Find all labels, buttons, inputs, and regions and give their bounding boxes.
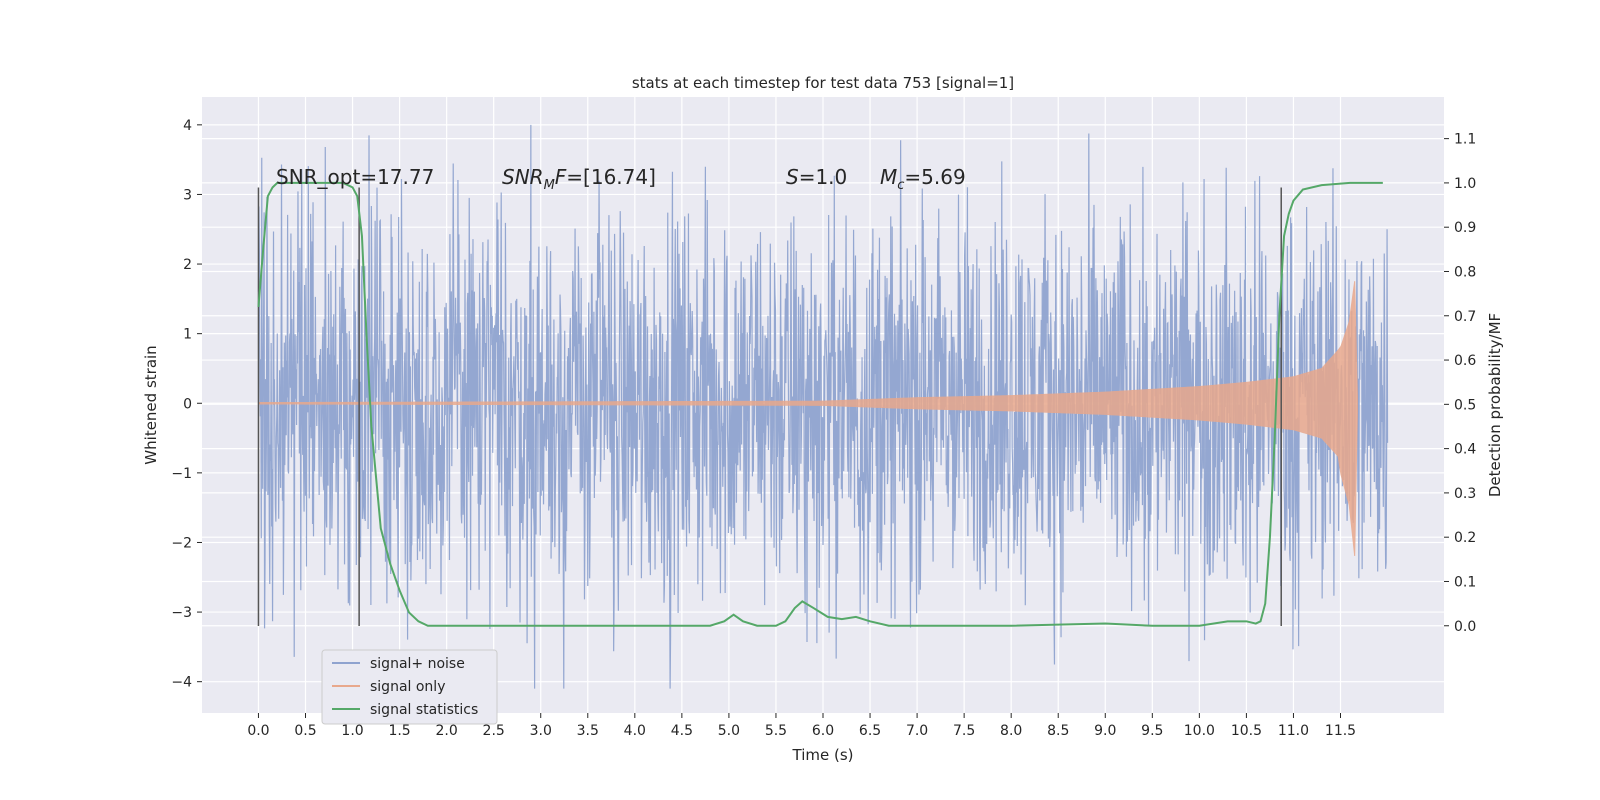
x-tick-label-6: 3.0 <box>530 723 552 739</box>
y-ticks-left: 4 3 2 1 0 −1 −2 −3 −4 <box>171 118 202 691</box>
y-left-tick-label-1: 3 <box>183 187 192 203</box>
x-tick-label-5: 2.5 <box>483 723 505 739</box>
x-tick-label-16: 8.0 <box>1000 723 1022 739</box>
x-tick-label-12: 6.0 <box>812 723 834 739</box>
y-right-tick-label-5: 0.6 <box>1454 353 1476 369</box>
x-axis-label: Time (s) <box>792 746 854 764</box>
x-tick-label-15: 7.5 <box>953 723 975 739</box>
y-right-tick-label-2: 0.9 <box>1454 220 1476 236</box>
x-tick-label-17: 8.5 <box>1047 723 1069 739</box>
annotation-mc-value: =5.69 <box>904 165 965 189</box>
y-right-tick-label-9: 0.2 <box>1454 530 1476 546</box>
y-right-tick-label-6: 0.5 <box>1454 397 1476 413</box>
x-tick-label-9: 4.5 <box>671 723 693 739</box>
chart-title: stats at each timestep for test data 753… <box>632 74 1014 92</box>
y-right-tick-label-10: 0.1 <box>1454 574 1476 590</box>
legend: signal+ noise signal only signal statist… <box>321 649 498 725</box>
y-ticks-right: 1.1 1.0 0.9 0.8 0.7 0.6 0.5 0.4 0.3 0.2 0.1 0.0 <box>1444 132 1476 635</box>
y-left-tick-label-0: 4 <box>183 118 192 134</box>
x-tick-label-20: 10.0 <box>1184 723 1215 739</box>
vertical-markers <box>257 187 1282 626</box>
x-tick-label-1: 0.5 <box>294 723 316 739</box>
y-right-tick-label-0: 1.1 <box>1454 132 1476 148</box>
y-right-tick-label-3: 0.8 <box>1454 264 1476 280</box>
x-tick-label-0: 0.0 <box>247 723 269 739</box>
x-tick-label-23: 11.5 <box>1325 723 1356 739</box>
y-left-tick-label-7: −3 <box>171 605 192 621</box>
y-left-tick-label-5: −1 <box>171 466 192 482</box>
signal-statistics-line <box>257 181 1383 627</box>
signal-only-area <box>257 281 1358 556</box>
y-axis-label-right: Detection probability/MF <box>1486 313 1504 497</box>
legend-label-stats: signal statistics <box>370 702 478 718</box>
signal-only-series <box>257 281 1358 556</box>
annotation-snr-mf-value: =[16.74] <box>566 165 656 189</box>
signal-statistics-series <box>257 181 1383 627</box>
annotation-snr-opt: SNR_opt=17.77 <box>276 165 434 189</box>
annotation-s-value: =1.0 <box>799 165 848 189</box>
y-right-tick-label-7: 0.4 <box>1454 442 1476 458</box>
x-tick-label-13: 6.5 <box>859 723 881 739</box>
y-axis-label-left: Whitened strain <box>142 345 160 464</box>
legend-label-noise: signal+ noise <box>370 656 465 672</box>
x-ticks: 0.0 0.5 1.0 1.5 2.0 2.5 3.0 3.5 4.0 4.5 5.0 5.5 6.0 6… <box>247 713 1356 739</box>
y-right-tick-label-8: 0.3 <box>1454 486 1476 502</box>
x-tick-label-22: 11.0 <box>1278 723 1309 739</box>
x-tick-label-21: 10.5 <box>1231 723 1262 739</box>
x-tick-label-7: 3.5 <box>577 723 599 739</box>
y-left-tick-label-3: 1 <box>183 327 192 343</box>
y-left-tick-label-4: 0 <box>183 396 192 412</box>
x-tick-label-11: 5.5 <box>765 723 787 739</box>
annotation-snr-mf: SNRMF=[16.74] <box>502 165 656 193</box>
y-right-tick-label-4: 0.7 <box>1454 309 1476 325</box>
legend-label-signal: signal only <box>370 679 445 695</box>
x-tick-label-2: 1.0 <box>341 723 363 739</box>
y-left-tick-label-8: −4 <box>171 675 192 691</box>
y-left-tick-label-6: −2 <box>171 535 192 551</box>
x-tick-label-10: 5.0 <box>718 723 740 739</box>
annotation-mc: Mc=5.69 <box>880 165 966 193</box>
x-tick-label-18: 9.0 <box>1094 723 1116 739</box>
x-tick-label-3: 1.5 <box>388 723 410 739</box>
x-tick-label-19: 9.5 <box>1141 723 1163 739</box>
y-left-tick-label-2: 2 <box>183 257 192 273</box>
legend-box <box>321 649 498 725</box>
x-tick-label-4: 2.0 <box>436 723 458 739</box>
y-right-tick-label-1: 1.0 <box>1454 176 1476 192</box>
y-right-tick-label-11: 0.0 <box>1454 619 1476 635</box>
x-tick-label-8: 4.0 <box>624 723 646 739</box>
annotation-s: S=1.0 <box>786 165 847 189</box>
x-tick-label-14: 7.0 <box>906 723 928 739</box>
